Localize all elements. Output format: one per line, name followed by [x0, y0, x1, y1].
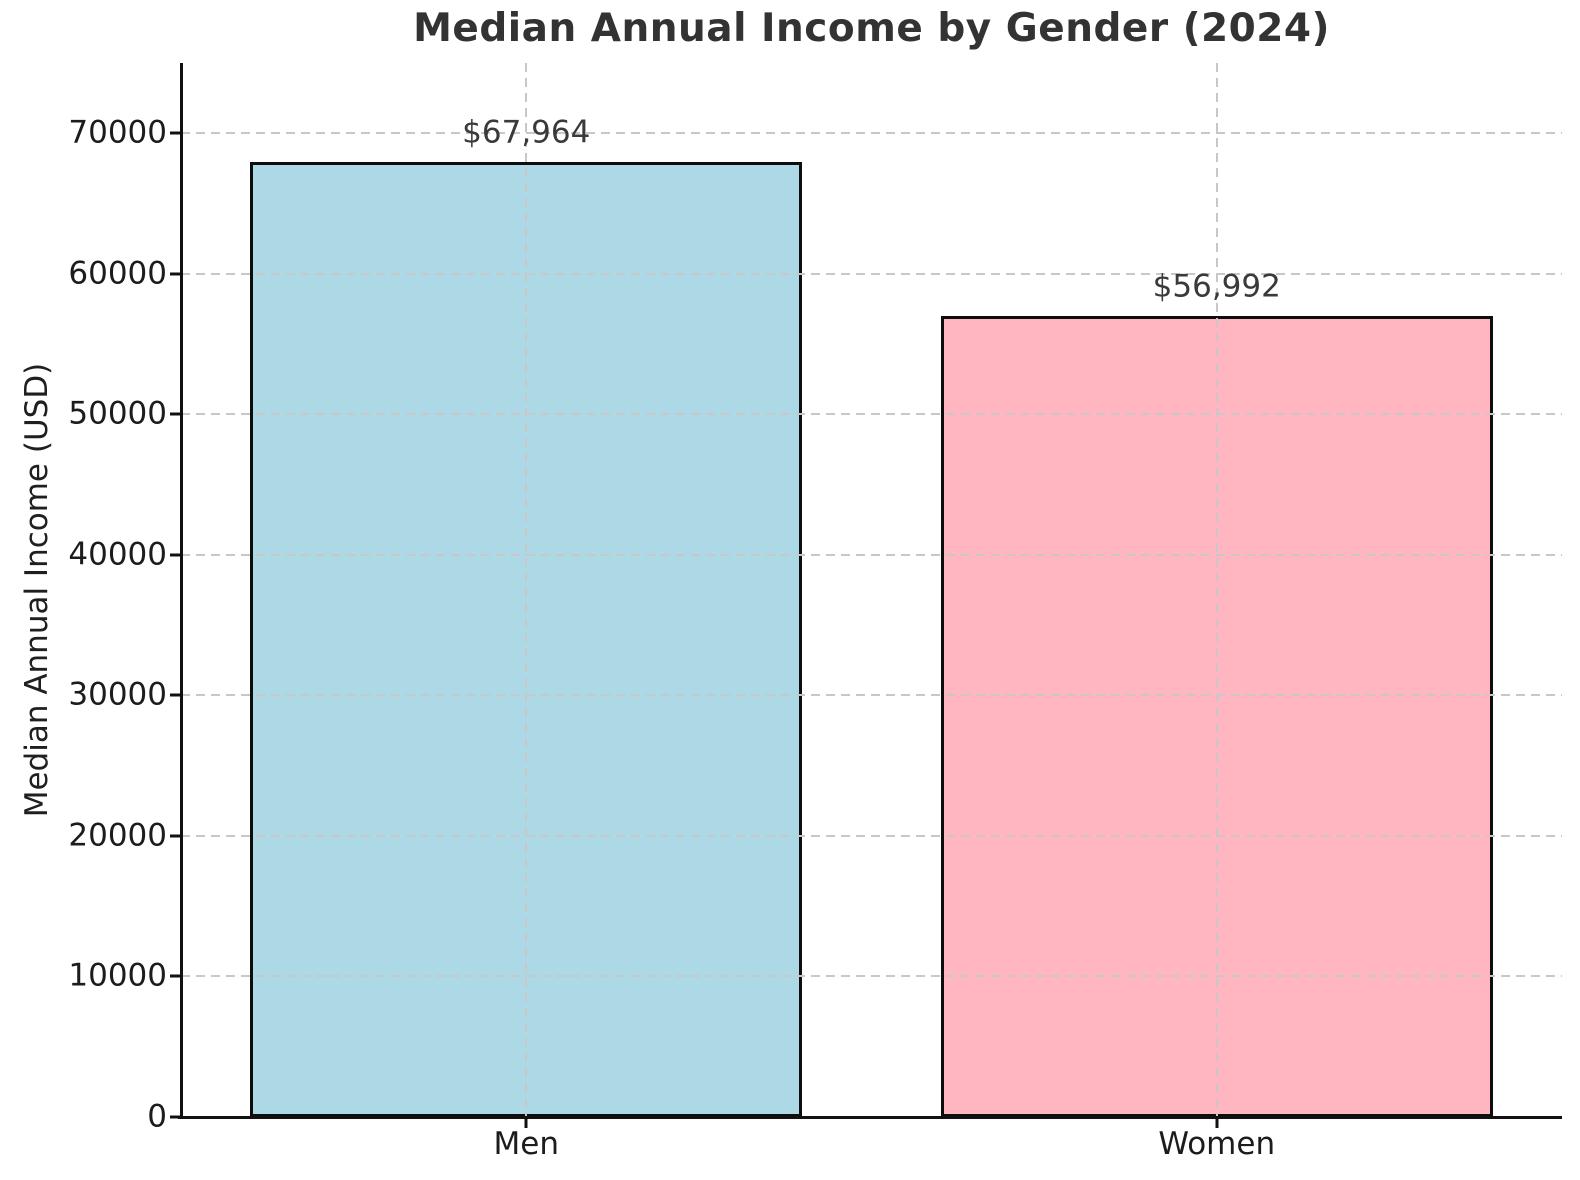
y-tick — [170, 553, 181, 557]
x-tick-label: Women — [1158, 1126, 1276, 1162]
y-axis-spine — [179, 63, 183, 1119]
y-tick-label: 10000 — [68, 957, 167, 994]
y-axis-label: Median Annual Income (USD) — [19, 362, 55, 818]
y-tick-label: 60000 — [68, 255, 167, 292]
y-tick — [170, 693, 181, 697]
gridline-horizontal — [181, 553, 1562, 556]
gridline-horizontal — [181, 694, 1562, 697]
x-tick — [1215, 1117, 1219, 1128]
gridline-vertical — [1215, 63, 1218, 1117]
y-tick — [170, 834, 181, 838]
gridline-horizontal — [181, 132, 1562, 135]
plot-area: 0 10000 20000 30000 40000 50000 60000 70000 Men $… — [68, 63, 1562, 1162]
x-tick-label: Men — [493, 1126, 559, 1162]
y-tick — [170, 412, 181, 416]
gridline-horizontal — [181, 272, 1562, 275]
bar-value-label: $56,992 — [1152, 268, 1281, 305]
y-tick — [170, 131, 181, 135]
x-axis-spine — [178, 1115, 1562, 1119]
y-tick-label: 20000 — [68, 817, 167, 854]
gridline-vertical — [525, 63, 528, 1117]
y-tick-label: 30000 — [68, 676, 167, 713]
y-tick — [170, 272, 181, 276]
y-tick-label: 50000 — [68, 395, 167, 432]
y-tick-label: 70000 — [68, 114, 167, 151]
y-tick-label: 0 — [147, 1098, 167, 1135]
y-tick — [170, 1115, 181, 1119]
chart-title: Median Annual Income by Gender (2024) — [413, 6, 1330, 51]
gridline-horizontal — [181, 413, 1562, 416]
y-tick — [170, 974, 181, 978]
bar-value-label: $67,964 — [462, 114, 591, 151]
y-tick-label: 40000 — [68, 536, 167, 573]
gridline-horizontal — [181, 834, 1562, 837]
gridline-horizontal — [181, 975, 1562, 978]
x-tick — [524, 1117, 528, 1128]
